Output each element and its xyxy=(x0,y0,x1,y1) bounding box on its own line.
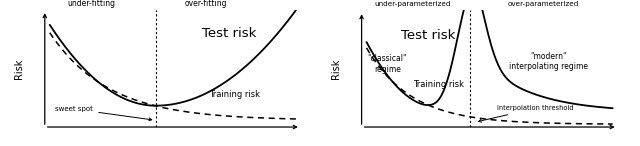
Text: under-fitting: under-fitting xyxy=(67,0,115,8)
Text: Risk: Risk xyxy=(14,58,24,79)
Text: Training risk: Training risk xyxy=(209,90,260,99)
Text: Test risk: Test risk xyxy=(401,29,455,42)
Text: interpolation threshold: interpolation threshold xyxy=(479,105,574,122)
Text: Training risk: Training risk xyxy=(413,80,464,89)
Text: over-parameterized: over-parameterized xyxy=(508,1,579,7)
Text: Test risk: Test risk xyxy=(202,27,256,40)
Text: "modern"
interpolating regime: "modern" interpolating regime xyxy=(509,52,588,71)
Text: over-fitting: over-fitting xyxy=(185,0,227,8)
Text: "classical"
regime: "classical" regime xyxy=(367,54,407,74)
Text: sweet spot: sweet spot xyxy=(56,106,152,121)
Text: Risk: Risk xyxy=(331,58,341,79)
Text: under-parameterized: under-parameterized xyxy=(374,1,451,7)
